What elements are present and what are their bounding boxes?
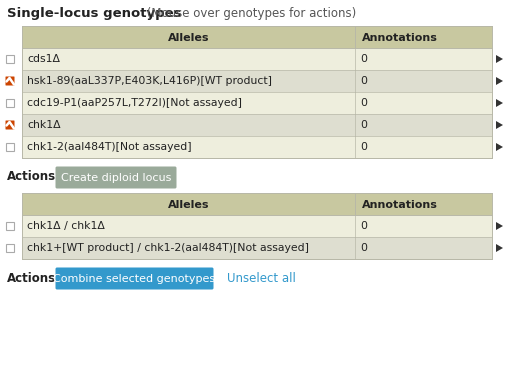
FancyBboxPatch shape xyxy=(55,166,177,189)
Text: 0: 0 xyxy=(360,98,367,108)
Text: Alleles: Alleles xyxy=(168,200,209,210)
Text: hsk1-89(aaL337P,E403K,L416P)[WT product]: hsk1-89(aaL337P,E403K,L416P)[WT product] xyxy=(27,76,272,86)
Text: Unselect all: Unselect all xyxy=(227,272,296,284)
Text: cdc19-P1(aaP257L,T272I)[Not assayed]: cdc19-P1(aaP257L,T272I)[Not assayed] xyxy=(27,98,242,108)
Text: Actions:: Actions: xyxy=(7,170,61,183)
Text: (Mouse over genotypes for actions): (Mouse over genotypes for actions) xyxy=(143,7,356,20)
Bar xyxy=(22,114,492,136)
FancyBboxPatch shape xyxy=(5,121,14,130)
Bar xyxy=(22,26,492,48)
Bar xyxy=(22,136,492,158)
Text: 0: 0 xyxy=(360,221,367,231)
Text: chk1Δ: chk1Δ xyxy=(27,120,61,130)
Text: chk1+[WT product] / chk1-2(aal484T)[Not assayed]: chk1+[WT product] / chk1-2(aal484T)[Not … xyxy=(27,243,309,253)
FancyBboxPatch shape xyxy=(5,76,14,86)
Bar xyxy=(6,143,14,151)
Polygon shape xyxy=(496,55,503,63)
Text: Alleles: Alleles xyxy=(168,33,209,43)
Bar xyxy=(6,55,14,63)
Text: 0: 0 xyxy=(360,54,367,64)
Polygon shape xyxy=(496,143,503,151)
Text: chk1-2(aal484T)[Not assayed]: chk1-2(aal484T)[Not assayed] xyxy=(27,142,192,152)
Polygon shape xyxy=(496,222,503,230)
Text: Create diploid locus: Create diploid locus xyxy=(61,173,171,183)
Text: 0: 0 xyxy=(360,120,367,130)
Text: 0: 0 xyxy=(360,243,367,253)
Text: chk1Δ / chk1Δ: chk1Δ / chk1Δ xyxy=(27,221,105,231)
Bar xyxy=(6,99,14,107)
Text: cds1Δ: cds1Δ xyxy=(27,54,60,64)
Text: Combine selected genotypes: Combine selected genotypes xyxy=(53,274,215,284)
Bar xyxy=(22,237,492,259)
Polygon shape xyxy=(496,77,503,85)
Bar xyxy=(22,70,492,92)
Bar xyxy=(22,215,492,237)
Polygon shape xyxy=(496,121,503,129)
Bar xyxy=(6,244,14,252)
FancyBboxPatch shape xyxy=(55,268,213,290)
Text: Single-locus genotypes: Single-locus genotypes xyxy=(7,7,181,20)
Text: Annotations: Annotations xyxy=(362,33,438,43)
Bar xyxy=(22,193,492,215)
Polygon shape xyxy=(496,99,503,107)
Bar xyxy=(6,222,14,230)
Bar xyxy=(22,92,492,114)
Polygon shape xyxy=(496,244,503,252)
Text: Actions:: Actions: xyxy=(7,272,61,284)
Text: 0: 0 xyxy=(360,142,367,152)
Bar xyxy=(22,48,492,70)
Text: 0: 0 xyxy=(360,76,367,86)
Text: Annotations: Annotations xyxy=(362,200,438,210)
